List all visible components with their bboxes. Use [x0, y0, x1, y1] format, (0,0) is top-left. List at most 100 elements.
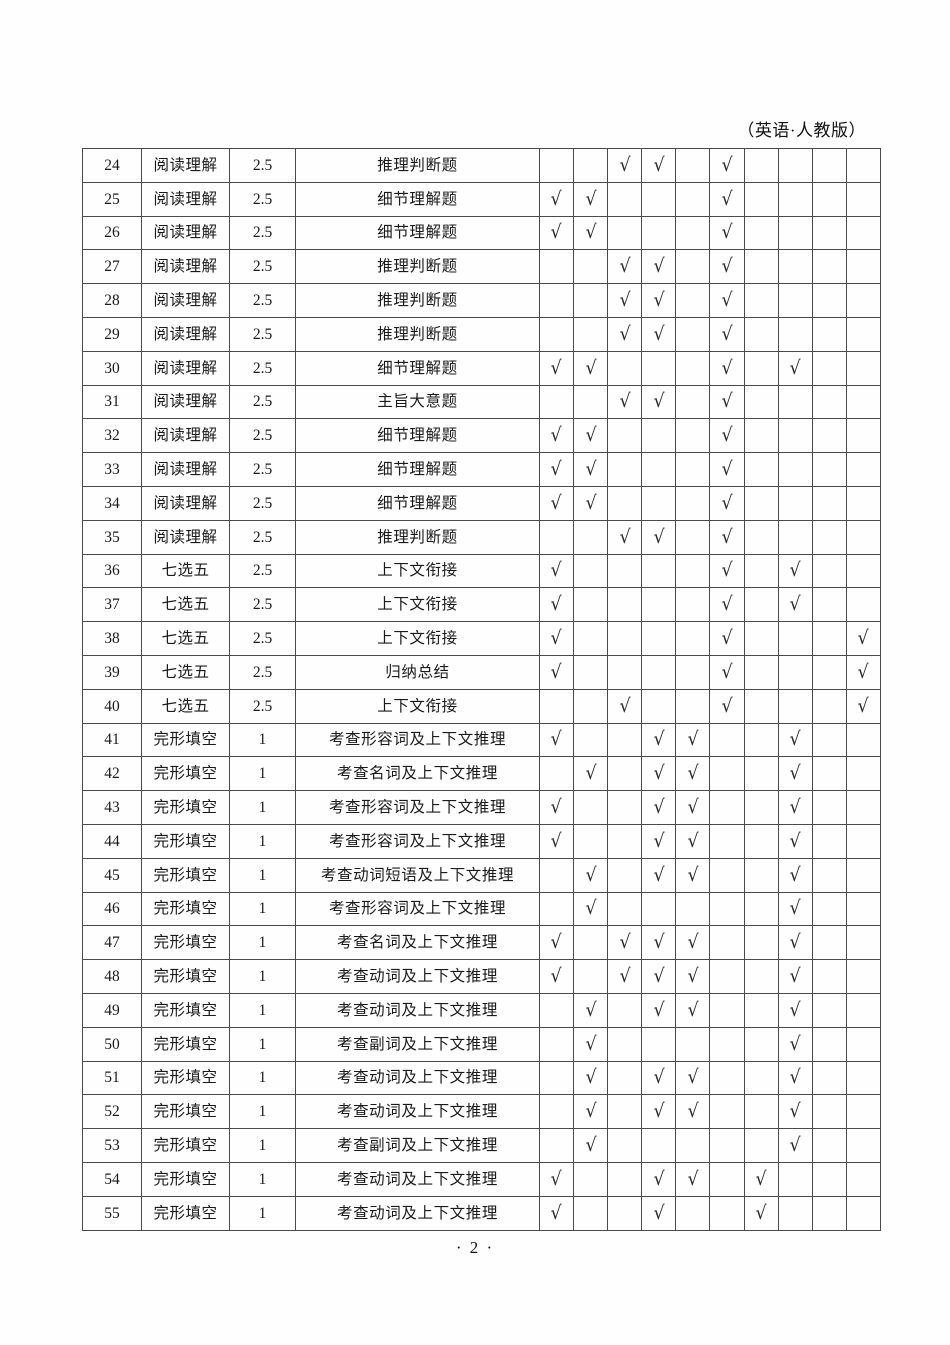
checkbox-cell: √	[641, 519, 677, 555]
checkbox-cell	[811, 891, 847, 927]
checkbox-cell	[607, 992, 643, 1028]
checkbox-cell	[641, 891, 677, 927]
checkbox-cell	[743, 519, 779, 555]
checkbox-cell	[777, 621, 813, 656]
knowledge-point-cell: 考查副词及上下文推理	[295, 1026, 540, 1062]
checkbox-cell: √	[573, 1060, 609, 1096]
question-score-cell: 2.5	[229, 316, 296, 352]
checkbox-cell: √	[538, 181, 575, 217]
checkbox-cell	[811, 350, 847, 386]
question-type-cell: 阅读理解	[141, 519, 230, 555]
question-type-cell: 阅读理解	[141, 283, 230, 318]
question-number-cell: 25	[82, 181, 142, 217]
knowledge-point-cell: 上下文衔接	[295, 621, 540, 656]
table-row: 28 阅读理解 2.5 推理判断题 √ √ √	[82, 283, 881, 318]
checkbox-cell	[811, 756, 847, 792]
checkbox-cell: √	[743, 1195, 779, 1231]
table-row: 41 完形填空 1 考查形容词及上下文推理 √ √ √ √	[82, 722, 881, 758]
checkbox-cell: √	[777, 722, 813, 758]
check-mark-icon: √	[721, 559, 733, 582]
checkbox-cell	[845, 1060, 881, 1096]
checkbox-cell	[607, 587, 643, 623]
checkbox-cell	[811, 722, 847, 758]
checkbox-cell	[811, 148, 847, 183]
check-mark-icon: √	[687, 998, 699, 1021]
question-type-cell: 完形填空	[141, 992, 230, 1028]
table-row: 38 七选五 2.5 上下文衔接 √ √ √	[82, 621, 881, 656]
check-mark-icon: √	[653, 1167, 665, 1190]
checkbox-cell	[811, 959, 847, 994]
checkbox-cell	[573, 722, 609, 758]
checkbox-cell	[743, 418, 779, 454]
question-score-cell: 2.5	[229, 418, 296, 454]
check-mark-icon: √	[653, 931, 665, 954]
question-type-cell: 阅读理解	[141, 485, 230, 521]
table-row: 50 完形填空 1 考查副词及上下文推理 √ √	[82, 1026, 881, 1062]
question-type-cell: 阅读理解	[141, 452, 230, 487]
check-mark-icon: √	[789, 863, 801, 886]
checkbox-cell: √	[538, 553, 575, 589]
checkbox-cell	[709, 790, 745, 825]
checkbox-cell	[607, 1161, 643, 1197]
checkbox-cell: √	[538, 485, 575, 521]
check-mark-icon: √	[687, 1167, 699, 1190]
knowledge-point-cell: 考查动词及上下文推理	[295, 1060, 540, 1096]
question-number-cell: 46	[82, 891, 142, 927]
checkbox-cell: √	[538, 790, 575, 825]
checkbox-cell	[709, 959, 745, 994]
check-mark-icon: √	[550, 593, 563, 616]
checkbox-cell	[573, 925, 609, 961]
checkbox-cell	[607, 418, 643, 454]
checkbox-cell	[538, 891, 575, 927]
knowledge-point-cell: 推理判断题	[295, 519, 540, 555]
checkbox-cell	[709, 722, 745, 758]
checkbox-cell: √	[641, 857, 677, 893]
check-mark-icon: √	[721, 458, 733, 481]
question-type-cell: 完形填空	[141, 1195, 230, 1231]
checkbox-cell: √	[675, 823, 711, 859]
checkbox-cell: √	[573, 418, 609, 454]
checkbox-cell	[845, 249, 881, 285]
checkbox-cell	[641, 418, 677, 454]
table-body: 24 阅读理解 2.5 推理判断题 √ √ √ 25 阅读理解 2.5 细节理解题 √ √ √ 26 阅读理解…	[82, 148, 881, 1231]
question-type-cell: 完形填空	[141, 1128, 230, 1163]
checkbox-cell	[573, 654, 609, 690]
check-mark-icon: √	[789, 356, 801, 379]
question-number-cell: 47	[82, 925, 142, 961]
checkbox-cell: √	[709, 350, 745, 386]
checkbox-cell	[811, 1128, 847, 1163]
check-mark-icon: √	[585, 424, 597, 447]
checkbox-cell: √	[709, 553, 745, 589]
checkbox-cell: √	[641, 1060, 677, 1096]
table-row: 43 完形填空 1 考查形容词及上下文推理 √ √ √ √	[82, 790, 881, 825]
checkbox-cell	[777, 1161, 813, 1197]
check-mark-icon: √	[687, 762, 699, 785]
checkbox-cell	[641, 1128, 677, 1163]
question-type-cell: 阅读理解	[141, 215, 230, 251]
question-score-cell: 1	[229, 925, 296, 961]
check-mark-icon: √	[721, 322, 733, 345]
checkbox-cell: √	[777, 756, 813, 792]
checkbox-cell	[743, 925, 779, 961]
check-mark-icon: √	[721, 627, 733, 650]
exam-analysis-table: 24 阅读理解 2.5 推理判断题 √ √ √ 25 阅读理解 2.5 细节理解题 √ √ √ 26 阅读理解…	[82, 148, 881, 1231]
table-row: 25 阅读理解 2.5 细节理解题 √ √ √	[82, 181, 881, 217]
question-score-cell: 1	[229, 992, 296, 1028]
question-score-cell: 1	[229, 1060, 296, 1096]
checkbox-cell	[811, 418, 847, 454]
question-number-cell: 35	[82, 519, 142, 555]
checkbox-cell: √	[641, 790, 677, 825]
checkbox-cell	[811, 1195, 847, 1231]
checkbox-cell: √	[709, 283, 745, 318]
check-mark-icon: √	[619, 322, 631, 345]
checkbox-cell: √	[538, 722, 575, 758]
checkbox-cell: √	[845, 654, 881, 690]
knowledge-point-cell: 考查形容词及上下文推理	[295, 891, 540, 927]
checkbox-cell	[743, 1128, 779, 1163]
checkbox-cell	[777, 519, 813, 555]
checkbox-cell: √	[538, 587, 575, 623]
knowledge-point-cell: 细节理解题	[295, 350, 540, 386]
table-row: 47 完形填空 1 考查名词及上下文推理 √ √ √ √ √	[82, 925, 881, 961]
check-mark-icon: √	[789, 796, 801, 819]
checkbox-cell	[845, 1195, 881, 1231]
